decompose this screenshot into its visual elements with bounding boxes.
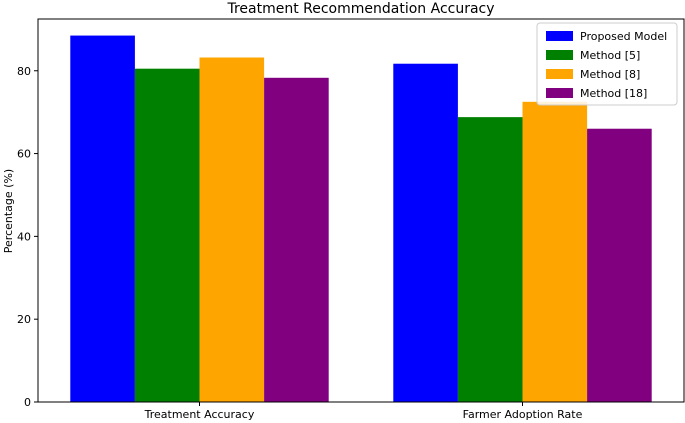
- bar-1-1: [70, 35, 135, 402]
- bar-4-2: [587, 128, 652, 403]
- y-tick-label: 80: [17, 65, 31, 78]
- legend-swatch: [546, 69, 573, 79]
- y-tick-label: 60: [17, 148, 31, 161]
- legend-label: Proposed Model: [580, 30, 667, 43]
- plot-frame: [37, 18, 685, 403]
- y-tick-label: 40: [17, 230, 31, 243]
- legend-swatch: [546, 31, 573, 41]
- x-tick-label: Treatment Accuracy: [144, 408, 255, 421]
- x-tick-label: Farmer Adoption Rate: [463, 408, 583, 421]
- y-axis-label: Percentage (%): [2, 169, 15, 253]
- y-axis: 0 20 40 60 80: [17, 65, 38, 409]
- bar-3-2: [522, 101, 588, 402]
- legend-swatch: [546, 88, 573, 98]
- bar-2-1: [134, 68, 200, 402]
- y-tick-label: 20: [17, 313, 31, 326]
- legend: Proposed Model Method [5] Method [8] Method…: [536, 22, 678, 106]
- bar-1-2: [393, 63, 458, 403]
- legend-swatch: [546, 50, 573, 60]
- bars-group: [70, 35, 652, 403]
- legend-box: [536, 22, 678, 106]
- legend-label: Method [5]: [580, 49, 640, 62]
- bar-4-1: [264, 77, 329, 402]
- legend-label: Method [8]: [580, 68, 640, 81]
- y-tick-label: 0: [24, 396, 31, 409]
- legend-label: Method [18]: [580, 87, 647, 100]
- chart-title: Treatment Recommendation Accuracy: [226, 1, 494, 17]
- bar-3-1: [199, 57, 265, 403]
- bar-2-2: [457, 117, 523, 403]
- x-axis: Treatment Accuracy Farmer Adoption Rate: [144, 402, 583, 421]
